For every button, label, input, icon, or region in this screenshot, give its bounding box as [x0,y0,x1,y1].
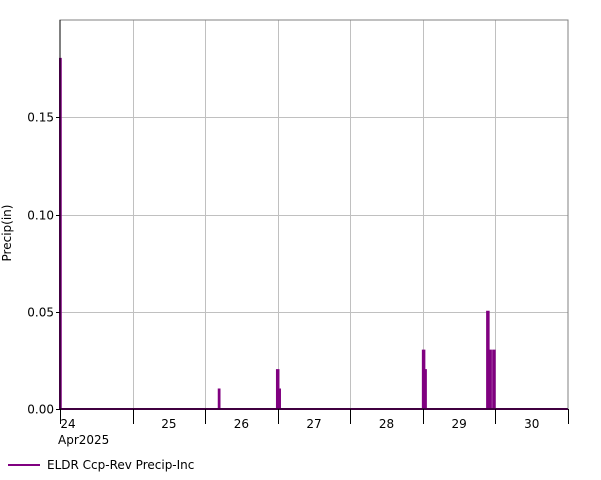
y-axis-label: Precip(in) [0,205,14,262]
x-tick-label: 30 [524,417,539,431]
x-tick-labels: 24 25 26 27 28 29 30 [60,409,569,431]
y-tick-label: 0.10 [27,209,54,223]
legend: ELDR Ccp-Rev Precip-Inc [8,458,194,472]
x-tick-label: 29 [452,417,467,431]
y-tick-label: 0.15 [27,111,54,125]
plot-background [60,20,568,409]
x-tick-label: 24 [60,417,75,431]
series-line [59,57,568,410]
x-tick-label: 25 [161,417,176,431]
y-tick-label: 0.00 [27,403,54,417]
x-tick-label: 27 [306,417,321,431]
legend-label: ELDR Ccp-Rev Precip-Inc [47,458,194,472]
series-layer [59,57,568,410]
x-tick-label: 26 [234,417,249,431]
x-tick-label: 28 [379,417,394,431]
x-group-label: Apr2025 [58,433,109,447]
y-tick-labels: 0.00 0.05 0.10 0.15 [27,111,60,417]
y-tick-label: 0.05 [27,306,54,320]
grid-lines [60,20,568,409]
